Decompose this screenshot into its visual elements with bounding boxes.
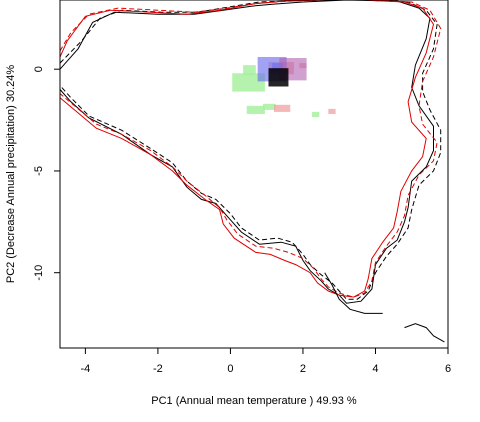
envelope-black-dashed-1 xyxy=(59,0,442,300)
environment-envelopes xyxy=(59,0,445,343)
x-tick-label: -4 xyxy=(80,363,90,375)
envelope-red-solid-2 xyxy=(59,0,435,298)
envelope-black-solid-5 xyxy=(324,272,383,314)
y-tick-label: -5 xyxy=(33,166,45,176)
niche-cell-green-4 xyxy=(312,111,320,118)
plot-frame xyxy=(59,0,449,349)
x-tick-label: 4 xyxy=(372,363,378,375)
niche-density-layer xyxy=(232,56,336,118)
niche-cell-green-2 xyxy=(246,105,265,114)
x-axis-label: PC1 (Annual mean temperature ) 49.93 % xyxy=(151,395,357,407)
x-tick-label: 6 xyxy=(445,363,451,375)
x-axis: -4 -2 0 2 4 6 xyxy=(80,348,451,375)
x-tick-label: 0 xyxy=(227,363,233,375)
y-tick-label: 0 xyxy=(33,66,45,72)
envelope-red-dashed-3 xyxy=(59,0,442,298)
niche-cell-red-8 xyxy=(273,104,291,112)
niche-cell-blue-10 xyxy=(272,63,284,72)
niche-cell-green-0 xyxy=(232,73,265,92)
y-axis: 0 -5 -10 xyxy=(33,66,60,281)
envelope-black-solid-4 xyxy=(404,323,445,343)
y-axis-label: PC2 (Decrease Annual precipitation) 30.2… xyxy=(5,65,17,284)
envelope-black-solid-0 xyxy=(59,0,434,304)
niche-cell-red-7 xyxy=(328,108,336,114)
y-tick-label: -10 xyxy=(33,265,45,281)
x-tick-label: 2 xyxy=(300,363,306,375)
niche-cell-core-12 xyxy=(268,68,289,87)
niche-cell-green-3 xyxy=(263,103,276,110)
x-tick-label: -2 xyxy=(153,363,163,375)
niche-cell-green-1 xyxy=(243,65,256,76)
